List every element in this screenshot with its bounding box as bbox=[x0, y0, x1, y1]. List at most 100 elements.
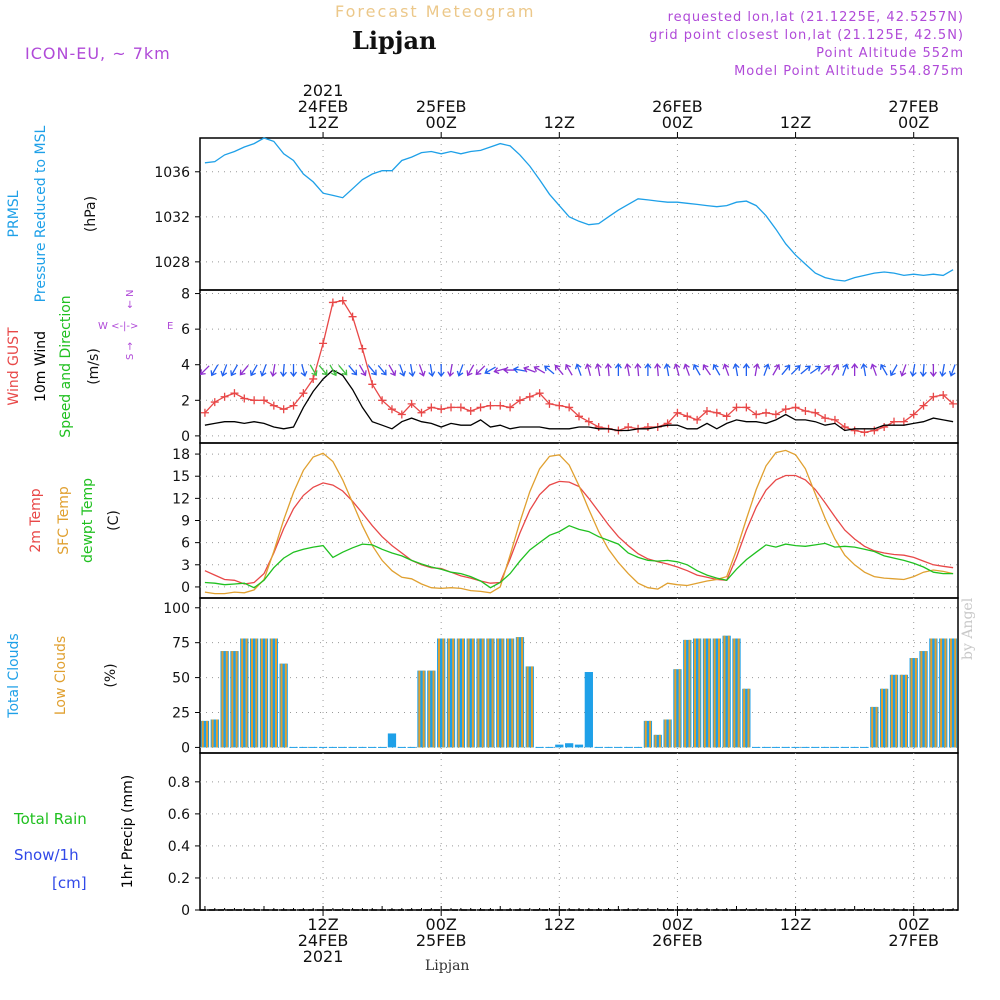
top-time-label: 00Z bbox=[426, 113, 457, 132]
gust-marker bbox=[712, 408, 721, 417]
wind-direction-arrow bbox=[644, 362, 652, 377]
gust-marker bbox=[328, 298, 337, 307]
wind-direction-arrow bbox=[210, 364, 219, 377]
low-cloud-bar bbox=[206, 720, 209, 748]
low-cloud-bar bbox=[875, 706, 878, 748]
wind-direction-arrow bbox=[634, 363, 642, 377]
gust-marker bbox=[791, 403, 800, 412]
wind-direction-arrow bbox=[289, 364, 298, 378]
wind-direction-arrow bbox=[732, 363, 740, 377]
gust-marker bbox=[555, 401, 564, 410]
low-cloud-bar bbox=[501, 638, 504, 748]
total-cloud-bar bbox=[722, 635, 731, 748]
wind-arrow-shape bbox=[584, 363, 592, 377]
requested-coords: requested lon,lat (21.1225E, 42.5257N) bbox=[667, 10, 964, 25]
wind-arrow-shape bbox=[742, 362, 750, 377]
y-tick-label: 0 bbox=[181, 903, 190, 919]
wind-arrow-shape bbox=[663, 363, 671, 377]
wind-direction-arrow bbox=[358, 364, 367, 377]
wind-direction-arrow bbox=[842, 363, 849, 376]
low-cloud-bar bbox=[723, 635, 726, 748]
gust-marker bbox=[732, 403, 741, 412]
y-tick-label: 25 bbox=[172, 706, 190, 722]
model-point-altitude: Model Point Altitude 554.875m bbox=[734, 64, 964, 79]
y-axis-label: Low Clouds bbox=[53, 636, 69, 715]
y-axis-label: Pressure Reduced to MSL bbox=[33, 125, 49, 302]
gust-marker bbox=[594, 422, 603, 431]
wind-arrow-shape bbox=[644, 362, 652, 377]
total-cloud-bar bbox=[486, 638, 495, 748]
low-cloud-bar bbox=[668, 719, 671, 748]
wind-arrow-shape bbox=[348, 365, 358, 376]
panel-frame bbox=[199, 752, 959, 911]
low-cloud-bar bbox=[949, 638, 952, 748]
wind-arrow-shape bbox=[230, 364, 239, 377]
low-cloud-bar bbox=[221, 651, 224, 748]
total-cloud-bar bbox=[643, 720, 653, 748]
low-cloud-bar bbox=[462, 638, 465, 748]
low-cloud-bar bbox=[201, 720, 204, 748]
y-tick-label: 0 bbox=[181, 580, 190, 596]
series-line-sfc-temp bbox=[204, 449, 954, 595]
bottom-time-label: 12Z bbox=[780, 915, 811, 934]
low-cloud-bar bbox=[693, 638, 696, 748]
wind-direction-arrow bbox=[851, 362, 859, 377]
wind-arrow-shape bbox=[512, 366, 526, 374]
wind-arrow-shape bbox=[683, 363, 690, 376]
bottom-time-label: 25FEB bbox=[416, 931, 467, 950]
wind-direction-arrow bbox=[388, 364, 397, 377]
y-axis-unit: (C) bbox=[106, 510, 122, 531]
total-cloud-bar bbox=[240, 638, 249, 748]
wind-arrow-shape bbox=[564, 363, 573, 376]
total-cloud-bar bbox=[496, 638, 505, 748]
gust-marker bbox=[722, 412, 731, 421]
series-line-dewpt-temp bbox=[204, 524, 954, 589]
wind-direction-arrow bbox=[683, 363, 690, 376]
wind-direction-arrow bbox=[879, 363, 888, 376]
gust-marker bbox=[427, 403, 436, 412]
wind-direction-arrow bbox=[544, 365, 555, 375]
bottom-time-label: 00Z bbox=[426, 915, 457, 934]
wind-arrow-shape bbox=[408, 364, 416, 378]
y-tick-label: 8 bbox=[181, 287, 190, 303]
gust-marker bbox=[338, 296, 347, 305]
low-cloud-bar bbox=[717, 638, 720, 748]
wind-direction-arrow bbox=[584, 363, 592, 377]
y-tick-label: 0 bbox=[181, 429, 190, 445]
total-cloud-bar bbox=[939, 638, 948, 748]
wind-arrow-shape bbox=[259, 364, 267, 377]
low-cloud-bar bbox=[727, 635, 730, 748]
gust-marker bbox=[476, 403, 485, 412]
y-tick-label: 1036 bbox=[154, 165, 190, 181]
total-cloud-bar bbox=[732, 638, 741, 748]
wind-direction-arrow bbox=[466, 364, 475, 377]
wind-arrow-shape bbox=[604, 363, 612, 377]
gust-marker bbox=[387, 405, 396, 414]
gust-marker bbox=[742, 403, 751, 412]
total-cloud-bar bbox=[870, 706, 879, 748]
wind-direction-arrow bbox=[523, 365, 536, 373]
wind-arrow-shape bbox=[702, 364, 711, 376]
low-cloud-bar bbox=[235, 651, 238, 748]
low-cloud-bar bbox=[526, 666, 529, 748]
gust-marker bbox=[466, 406, 475, 415]
low-cloud-bar bbox=[871, 706, 874, 748]
wind-arrow-shape bbox=[712, 363, 721, 376]
y-axis-label: PRMSL bbox=[6, 190, 22, 237]
y-tick-label: 100 bbox=[163, 601, 190, 617]
gust-marker bbox=[496, 401, 505, 410]
gust-marker bbox=[949, 399, 958, 408]
y-tick-label: 2 bbox=[181, 393, 190, 409]
wind-arrow-shape bbox=[367, 365, 377, 376]
total-cloud-bar bbox=[663, 719, 672, 748]
low-cloud-bar bbox=[418, 670, 421, 748]
top-time-label: 25FEB bbox=[416, 97, 467, 116]
wind-direction-arrow bbox=[300, 364, 308, 377]
wind-direction-arrow bbox=[860, 363, 868, 377]
wind-arrow-shape bbox=[309, 364, 318, 377]
wind-direction-arrow bbox=[800, 365, 811, 375]
total-cloud-bar bbox=[525, 666, 534, 748]
wind-arrow-shape bbox=[939, 364, 947, 378]
low-cloud-bar bbox=[481, 638, 484, 748]
